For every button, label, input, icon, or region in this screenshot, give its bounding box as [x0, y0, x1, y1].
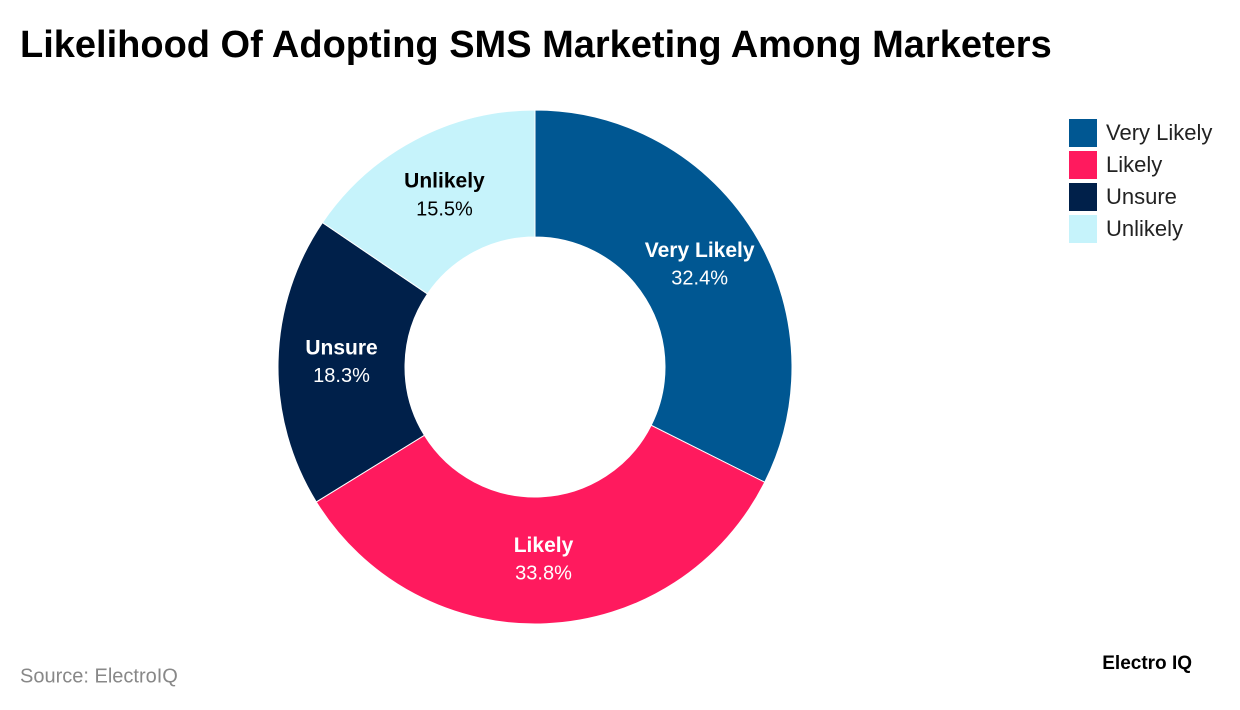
slice — [315, 424, 766, 625]
data-label: 32.4% — [671, 268, 728, 290]
legend-swatch — [1069, 151, 1097, 179]
legend-swatch — [1069, 215, 1097, 243]
slice-name: Unsure — [305, 336, 377, 359]
slice — [277, 221, 429, 503]
source: Source: ElectroIQ — [20, 665, 178, 687]
slice-name: Very Likely — [645, 239, 755, 262]
slice-name: Unlikely — [404, 170, 485, 193]
data-label: 33.8% — [515, 563, 572, 585]
legend-label: Unlikely — [1106, 216, 1183, 241]
legend-label: Likely — [1106, 152, 1162, 177]
legend-swatch — [1069, 183, 1097, 211]
legend-label: Unsure — [1106, 184, 1177, 209]
data-label: 18.3% — [313, 365, 370, 387]
data-label: 15.5% — [416, 198, 473, 220]
slice-name: Likely — [514, 534, 574, 557]
legend-swatch — [1069, 119, 1097, 147]
slice — [321, 109, 536, 295]
chart-title: Likelihood Of Adopting SMS Marketing Amo… — [20, 24, 1052, 66]
legend-label: Very Likely — [1106, 120, 1212, 145]
brand: Electro IQ — [1102, 653, 1192, 674]
slice — [534, 109, 793, 483]
